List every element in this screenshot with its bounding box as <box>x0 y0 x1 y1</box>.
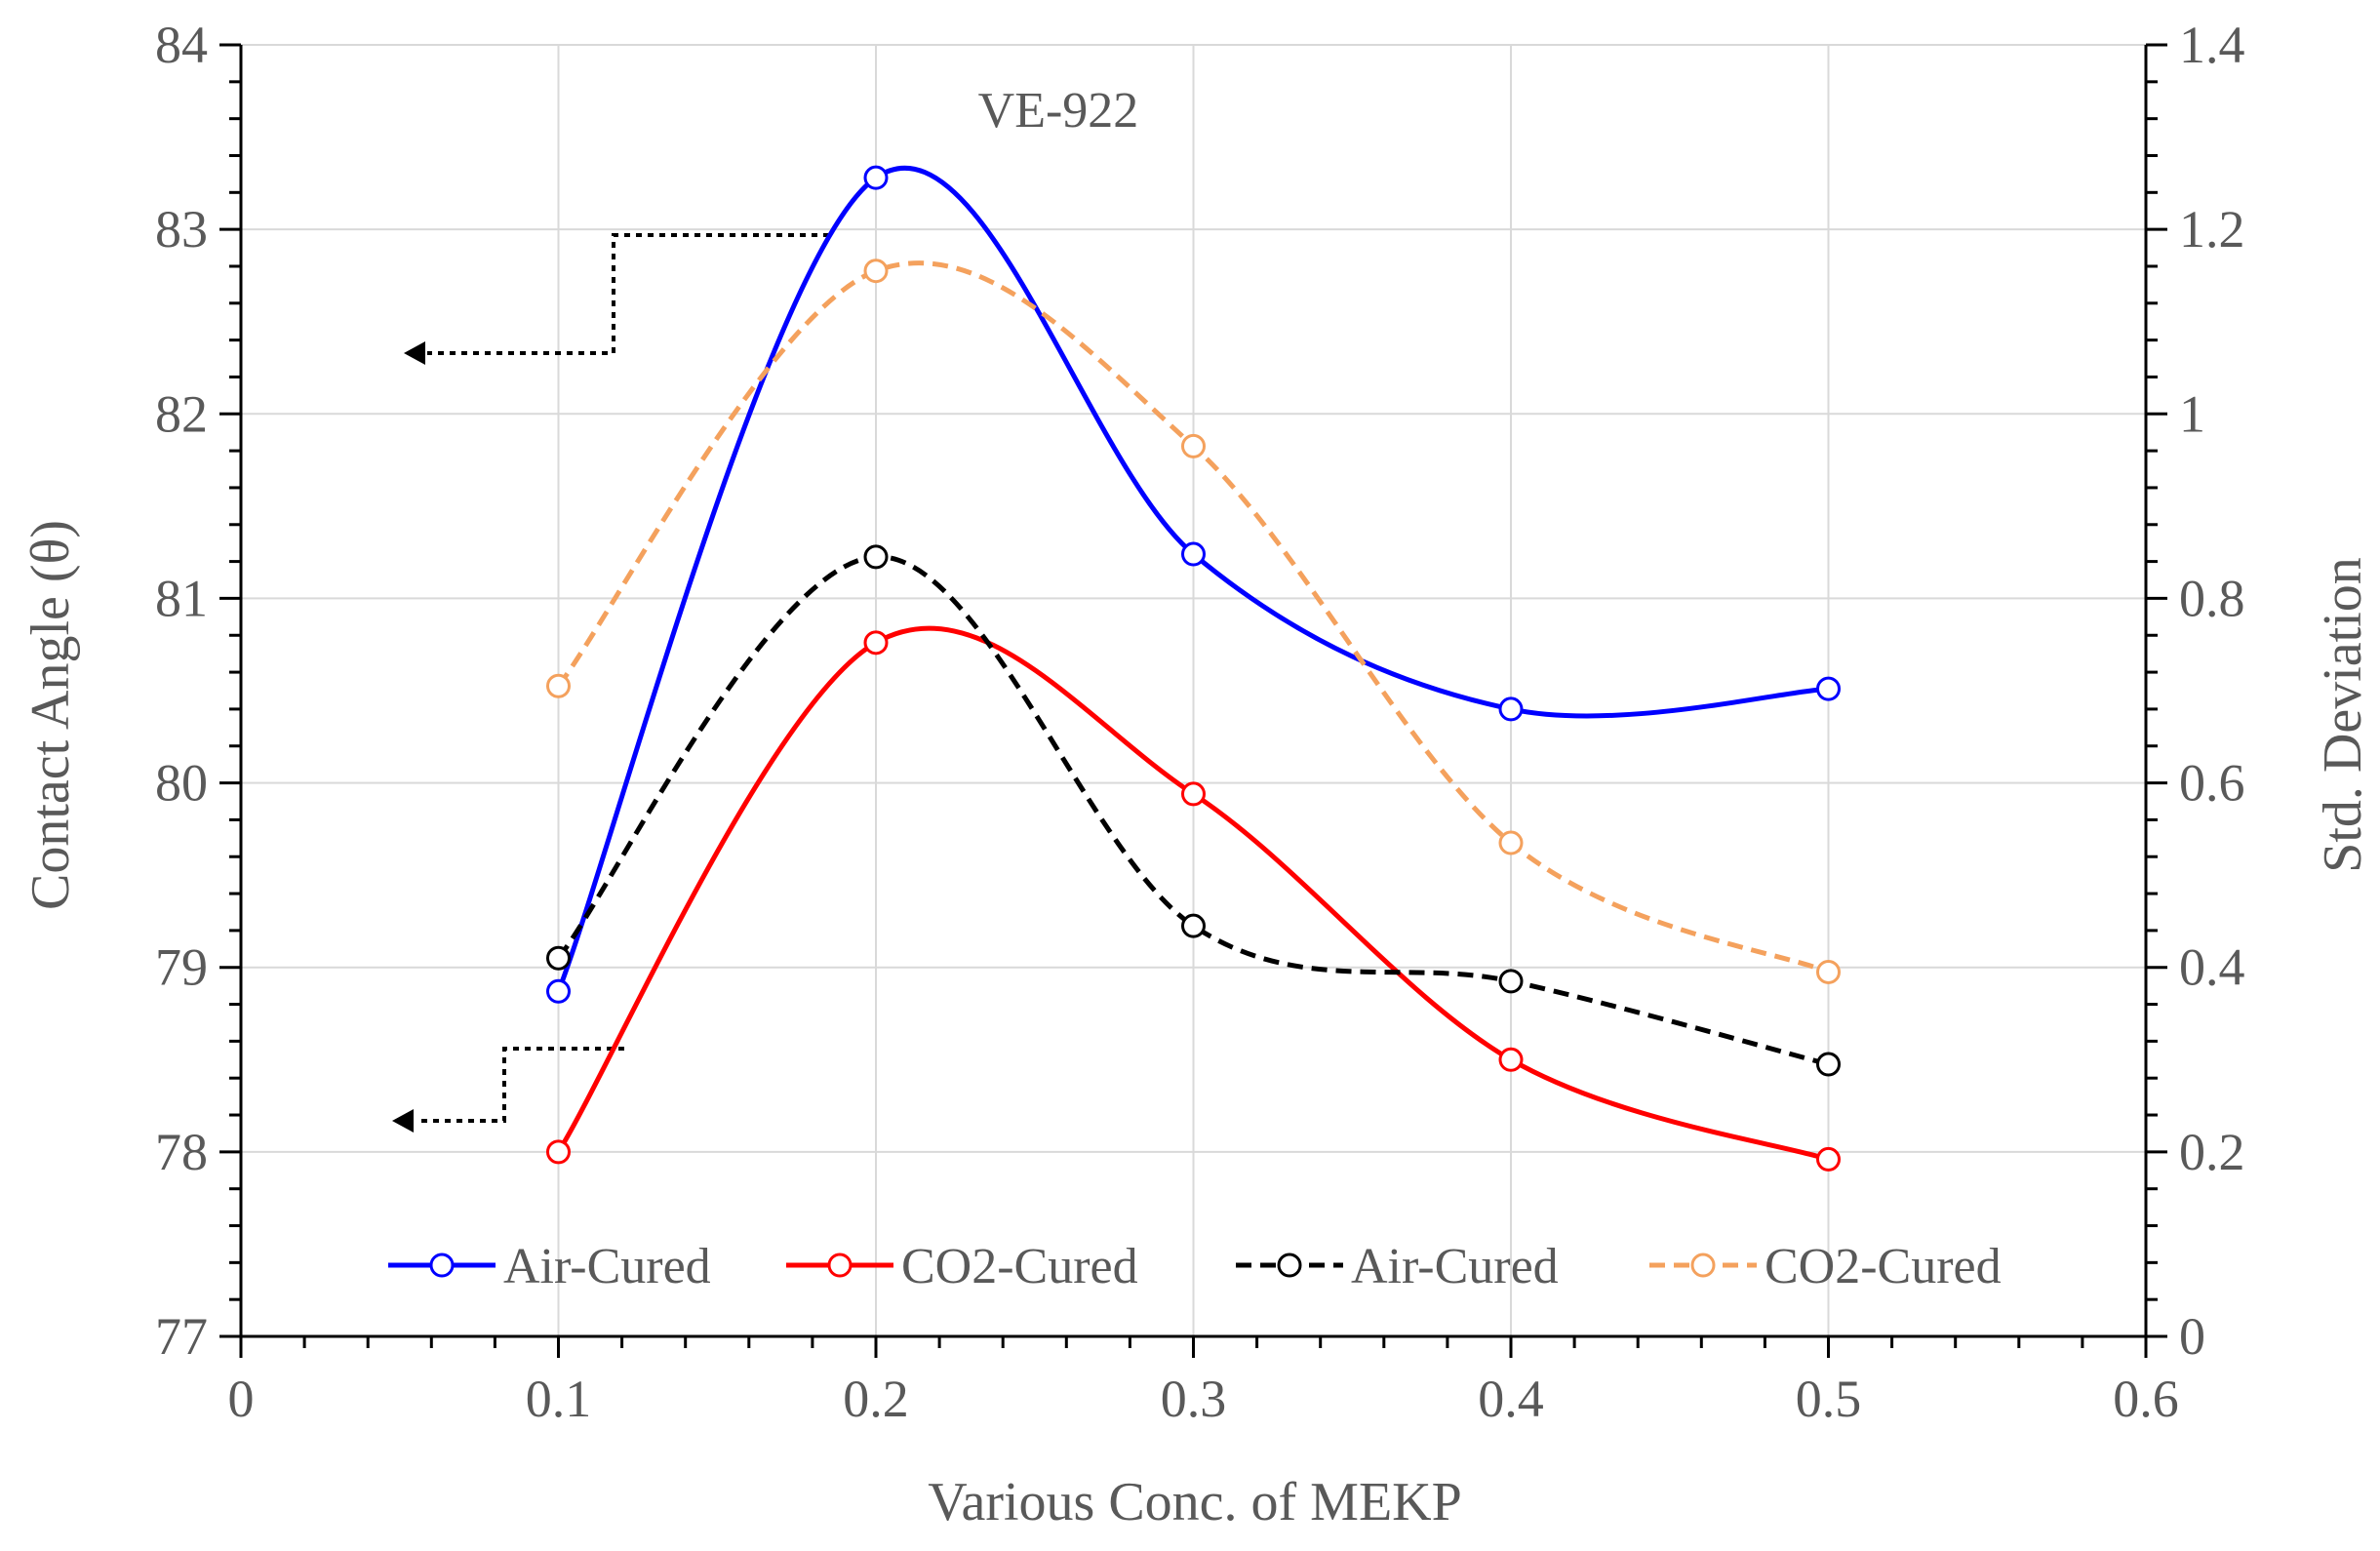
co2-cured-point <box>1181 781 1206 807</box>
x-tick-label: 0.4 <box>1478 1370 1544 1428</box>
series-layer <box>546 165 1841 1172</box>
co2-cured-std-point <box>1181 433 1206 458</box>
x-axis-label: Various Conc. of MEKP <box>928 1472 1462 1532</box>
air-cured-std-point <box>1498 969 1524 994</box>
y2-tick-label: 0.8 <box>2179 569 2245 627</box>
air-cured-std-point <box>1181 913 1206 938</box>
x-tick-label: 0 <box>228 1370 255 1428</box>
legend-swatch-marker <box>827 1253 853 1278</box>
y-tick-label: 83 <box>155 200 208 258</box>
y-tick-label: 79 <box>155 938 208 997</box>
air-cured-std-point <box>546 945 571 971</box>
legend-label: CO2-Cured <box>1765 1239 2002 1294</box>
air-cured-point <box>1181 541 1206 567</box>
co2-cured-point <box>863 630 889 656</box>
tick-labels: 0 0.1 0.2 0.3 0.4 0.5 0.6 77 78 79 80 81 82 83 84 0 0.2 0… <box>155 16 2245 1428</box>
legend-label: Air-Cured <box>503 1239 711 1294</box>
y-tick-label: 84 <box>155 16 208 74</box>
y-tick-label: 82 <box>155 384 208 443</box>
axis-arrows <box>392 233 829 1133</box>
x-tick-label: 0.2 <box>843 1370 909 1428</box>
left-axis-arrow-line <box>427 233 829 355</box>
legend: Air-Cured CO2-Cured Air-Cured CO2-Cured <box>388 1239 2002 1294</box>
x-tick-label: 0.1 <box>526 1370 592 1428</box>
y2-tick-label: 0 <box>2179 1307 2205 1366</box>
co2-cured-point <box>1816 1146 1841 1172</box>
left-axis-arrow-line <box>417 1047 624 1123</box>
arrow-head <box>404 341 425 365</box>
air-cured-point <box>1816 676 1841 701</box>
chart-title: VE-922 <box>978 83 1139 139</box>
y2-tick-label: 1.4 <box>2179 16 2245 74</box>
air-cured-point <box>546 978 571 1004</box>
co2-cured-std-point <box>1816 959 1841 984</box>
y2-axis-label: Std. Deviation <box>2313 557 2373 873</box>
y-tick-label: 78 <box>155 1123 208 1181</box>
co2-cured-point <box>1498 1047 1524 1072</box>
x-tick-label: 0.5 <box>1796 1370 1862 1428</box>
co2-cured-std-point <box>546 673 571 698</box>
air-cured-std-point <box>863 544 889 570</box>
grid <box>240 44 2147 1337</box>
axis-ticks <box>219 43 2167 1358</box>
air-cured-point <box>863 165 889 190</box>
x-tick-label: 0.6 <box>2113 1370 2179 1428</box>
co2-cured-line <box>556 625 1830 1162</box>
co2-cured-std-point <box>1498 830 1524 855</box>
air-cured-line <box>556 166 1829 993</box>
legend-swatch-marker <box>429 1253 455 1278</box>
y-tick-label: 80 <box>155 754 208 813</box>
y-tick-label: 77 <box>155 1307 208 1366</box>
co2-cured-std-point <box>863 258 889 284</box>
legend-swatch-marker <box>1690 1253 1716 1278</box>
y2-tick-label: 0.6 <box>2179 754 2245 813</box>
legend-swatch-marker <box>1277 1253 1302 1278</box>
x-tick-label: 0.3 <box>1161 1370 1227 1428</box>
air-cured-std-point <box>1816 1052 1841 1077</box>
y2-tick-label: 1.2 <box>2179 200 2245 258</box>
y2-tick-label: 0.4 <box>2179 938 2245 997</box>
legend-label: CO2-Cured <box>901 1239 1138 1294</box>
arrow-head <box>392 1109 414 1133</box>
y-tick-label: 81 <box>155 569 208 627</box>
legend-label: Air-Cured <box>1351 1239 1559 1294</box>
y2-tick-label: 0.2 <box>2179 1123 2245 1181</box>
y-axis-label: Contact Angle (θ) <box>20 520 81 910</box>
air-cured-std-line <box>556 554 1830 1067</box>
air-cured-point <box>1498 696 1524 722</box>
co2-cured-point <box>546 1139 571 1165</box>
y2-tick-label: 1 <box>2179 384 2205 443</box>
